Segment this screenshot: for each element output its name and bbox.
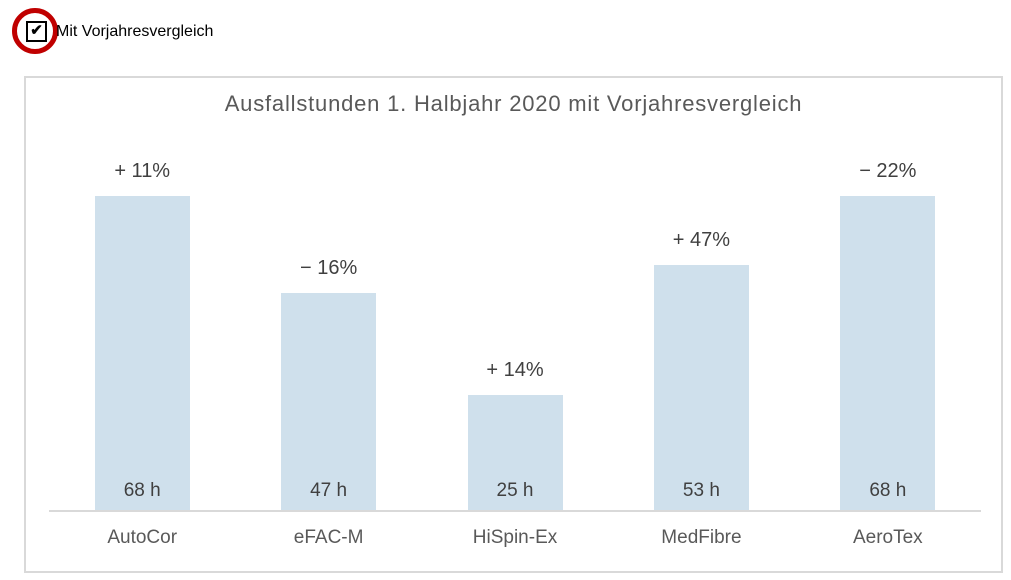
x-axis-category-labels: AutoCor eFAC-M HiSpin-Ex MedFibre AeroTex <box>49 527 981 549</box>
value-label: 25 h <box>496 480 534 501</box>
value-label: 53 h <box>682 480 720 501</box>
bar: 68 h <box>94 196 190 511</box>
category-label: eFAC-M <box>293 527 364 548</box>
x-axis-line <box>49 510 981 512</box>
chart-title: Ausfallstunden 1. Halbjahr 2020 mit Vorj… <box>224 91 803 116</box>
bar-column: + 47% 53 h <box>608 159 794 511</box>
category-label: MedFibre <box>661 527 742 548</box>
category-label: AeroTex <box>852 527 923 548</box>
chart-area: Ausfallstunden 1. Halbjahr 2020 mit Vorj… <box>24 76 1003 573</box>
bar-column: − 16% 47 h <box>235 159 421 511</box>
comparison-checkbox-label: Mit Vorjahresvergleich <box>56 23 214 40</box>
change-label: − 22% <box>859 160 917 182</box>
check-icon: ✔ <box>30 22 43 39</box>
bar-column: + 11% 68 h <box>49 159 235 511</box>
value-label: 68 h <box>123 480 161 501</box>
change-label: − 16% <box>299 257 358 279</box>
change-label: + 11% <box>114 160 171 182</box>
bar: 25 h <box>467 395 563 511</box>
value-label: 47 h <box>310 480 348 501</box>
comparison-checkbox[interactable]: ✔ <box>26 21 47 42</box>
change-label: + 14% <box>486 359 544 381</box>
bar-column: + 14% 25 h <box>422 159 608 511</box>
category-label: AutoCor <box>107 527 178 548</box>
bar: 47 h <box>281 293 377 511</box>
category-label: HiSpin-Ex <box>472 527 558 548</box>
bar: 68 h <box>840 196 936 511</box>
value-label: 68 h <box>869 480 907 501</box>
plot-area: + 11% 68 h − 16% 47 h + 14% 25 h + 47% 53 h − 22… <box>49 159 981 511</box>
bar-column: − 22% 68 h <box>795 159 981 511</box>
change-label: + 47% <box>672 229 731 251</box>
bar: 53 h <box>653 265 749 511</box>
